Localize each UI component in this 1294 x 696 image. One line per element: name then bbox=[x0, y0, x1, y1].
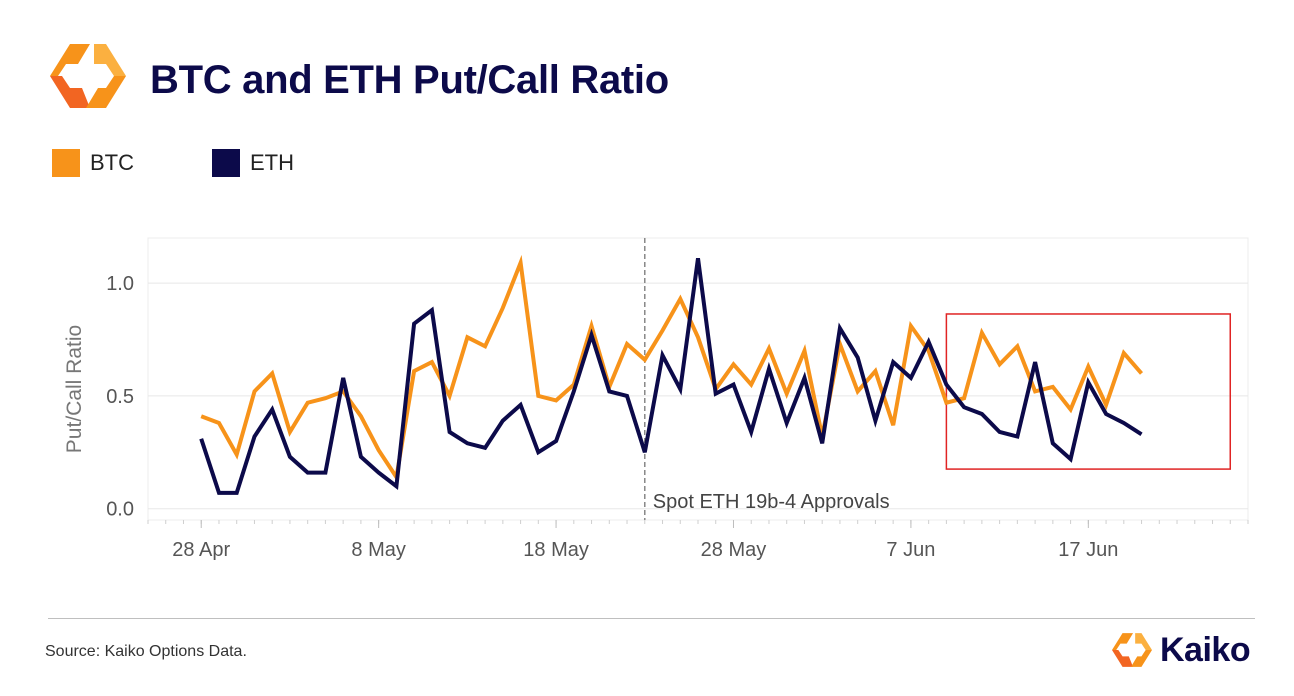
legend-label-eth: ETH bbox=[250, 150, 294, 175]
legend-swatch-eth bbox=[212, 149, 240, 177]
legend-swatch-btc bbox=[52, 149, 80, 177]
legend-item-eth: ETH bbox=[212, 148, 294, 178]
x-tick-label: 7 Jun bbox=[886, 539, 935, 561]
y-tick-label: 1.0 bbox=[106, 273, 134, 295]
line-chart: 0.0 0.5 1.0 28 Apr 8 May 18 May 28 May 7 Jun 17 … bbox=[63, 237, 1249, 561]
chart-title: BTC and ETH Put/Call Ratio bbox=[150, 58, 669, 102]
x-tick-label: 28 May bbox=[701, 539, 767, 561]
x-tick-label: 8 May bbox=[351, 539, 405, 561]
y-tick-label: 0.0 bbox=[106, 499, 134, 521]
x-tick-label: 28 Apr bbox=[172, 539, 230, 561]
brand-name: Kaiko bbox=[1160, 630, 1251, 669]
source-note: Source: Kaiko Options Data. bbox=[45, 643, 247, 660]
series-line-btc bbox=[200, 254, 1144, 483]
kaiko-logo-icon bbox=[50, 44, 126, 108]
x-tick-label: 17 Jun bbox=[1058, 539, 1118, 561]
series-line-eth bbox=[199, 258, 1143, 495]
legend-label-btc: BTC bbox=[90, 150, 134, 175]
x-tick-label: 18 May bbox=[523, 539, 589, 561]
y-axis-label: Put/Call Ratio bbox=[63, 325, 86, 453]
kaiko-brand-icon bbox=[1112, 633, 1152, 667]
approval-annotation-label: Spot ETH 19b-4 Approvals bbox=[653, 491, 890, 513]
legend-item-btc: BTC bbox=[52, 148, 134, 178]
highlight-box bbox=[945, 313, 1232, 470]
y-tick-label: 0.5 bbox=[106, 386, 134, 408]
brand-logo: Kaiko bbox=[1112, 628, 1251, 672]
footer-divider bbox=[48, 618, 1255, 619]
